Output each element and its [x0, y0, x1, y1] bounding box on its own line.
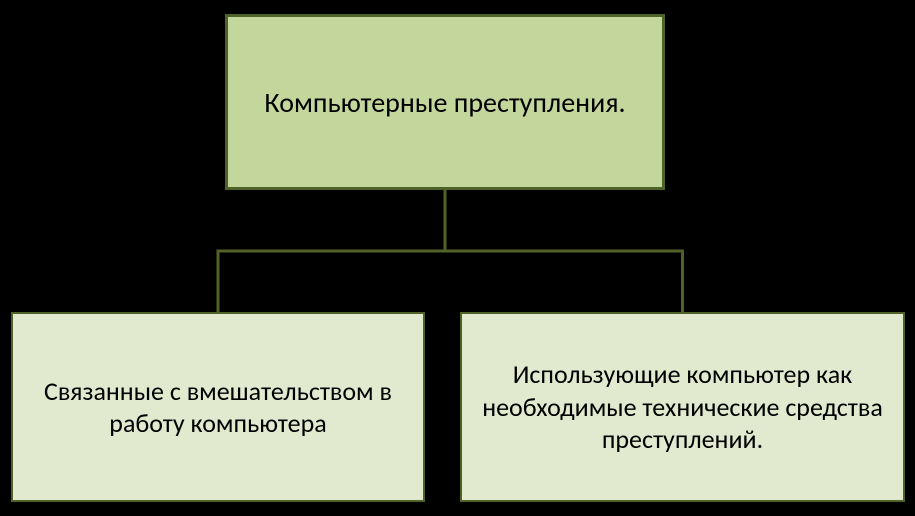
- right-child-node: Использующие компьютер как необходимые т…: [460, 312, 905, 502]
- left-child-node: Связанные с вмешательством в работу комп…: [11, 312, 425, 502]
- right-child-label: Использующие компьютер как необходимые т…: [482, 358, 883, 456]
- root-node: Компьютерные преступления.: [225, 14, 665, 190]
- left-child-label: Связанные с вмешательством в работу комп…: [33, 375, 403, 440]
- root-node-label: Компьютерные преступления.: [264, 85, 625, 120]
